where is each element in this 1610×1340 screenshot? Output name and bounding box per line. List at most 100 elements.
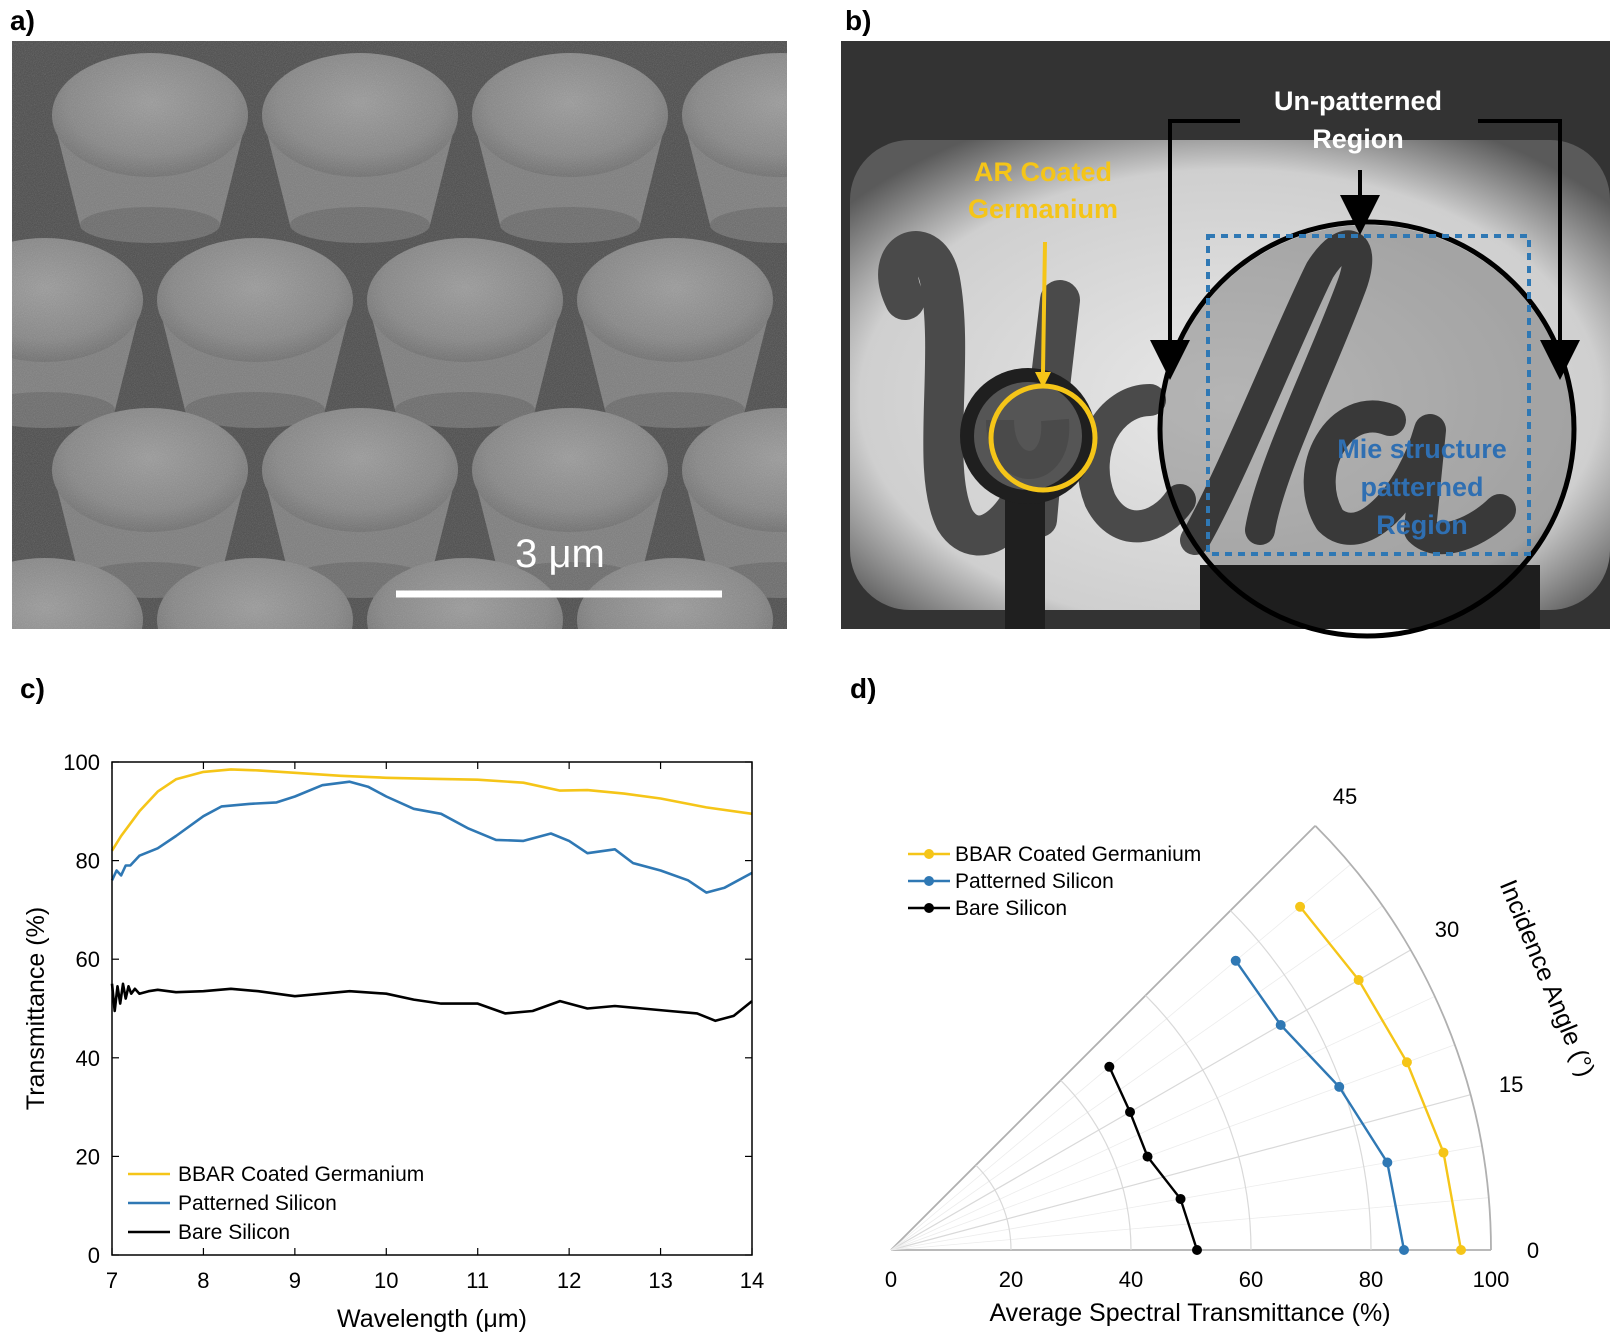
- chart-d-point: [1334, 1081, 1345, 1092]
- chart-d-angle-tick-label: 0: [1527, 1238, 1539, 1263]
- chart-d-r-tick-label: 40: [1119, 1267, 1143, 1292]
- arrow-ar: [1041, 241, 1047, 373]
- chart-d-minor-spoke: [890, 905, 1383, 1251]
- chart-d-point: [1230, 955, 1241, 966]
- chart-d-series-line: [1299, 906, 1463, 1251]
- chart-c-x-tick-label: 12: [557, 1268, 581, 1293]
- annotation-mie-line1: Mie structure: [1337, 434, 1507, 464]
- chart-c-x-tick-label: 11: [466, 1268, 489, 1293]
- chart-d-point: [1399, 1245, 1409, 1255]
- unpatterned-region-circle: [1157, 219, 1577, 639]
- panel-a-label: a): [10, 5, 35, 36]
- chart-d-point: [1192, 1245, 1202, 1255]
- chart-d-point: [1125, 1107, 1136, 1117]
- chart-c-plot-frame: [111, 761, 753, 1256]
- chart-d-r-tick-label: 60: [1239, 1267, 1263, 1292]
- chart-d-angle-tick-label: 45: [1333, 784, 1357, 809]
- chart-c-y-tick-label: 60: [76, 947, 100, 972]
- chart-d-angle-tick-label: 15: [1499, 1072, 1523, 1097]
- sem-pillar-foot: [0, 712, 115, 748]
- sem-noise-overlay: [12, 41, 787, 629]
- chart-d-point: [1275, 1020, 1286, 1030]
- chart-d-minor-spoke: [890, 1044, 1455, 1251]
- chart-c-series-line: [110, 982, 753, 1023]
- arrow-unpatterned-left: [1150, 119, 1240, 380]
- chart-d-point: [1142, 1151, 1153, 1162]
- chart-d-legend: BBAR Coated Germanium Patterned Silicon Ba…: [908, 843, 1201, 920]
- chart-c-legend: BBAR Coated Germanium Patterned Silicon Ba…: [128, 1163, 424, 1244]
- annotation-unpatterned-line1: Un-patterned: [1274, 86, 1442, 116]
- chart-c-x-tick-label: 10: [374, 1268, 398, 1293]
- chart-d-spoke: [890, 825, 1316, 1251]
- chart-c-y-tick-label: 80: [76, 849, 100, 874]
- chart-c-x-tick-label: 8: [197, 1268, 209, 1293]
- chart-c-series: [110, 768, 753, 1023]
- chart-c-x-tick-label: 13: [648, 1268, 672, 1293]
- arrow-unpatterned-right: [1478, 119, 1580, 380]
- chart-d-series-line: [1234, 960, 1406, 1251]
- chart-d-r-tick-label: 80: [1359, 1267, 1383, 1292]
- chart-d-arc: [1229, 910, 1372, 1251]
- chart-d-arc: [1145, 995, 1252, 1251]
- chart-c-y-tick-label: 20: [76, 1144, 100, 1169]
- chart-c-x-axis-label: Wavelength (μm): [337, 1305, 527, 1333]
- sem-pillar-base: [160, 630, 350, 730]
- chart-d-legend-label: Patterned Silicon: [955, 870, 1114, 893]
- chart-d-point: [1353, 975, 1364, 985]
- chart-d-legend-label: Bare Silicon: [955, 897, 1067, 920]
- chart-c-x-tick-label: 14: [740, 1268, 764, 1293]
- chart-c-x-tick-label: 9: [289, 1268, 301, 1293]
- sem-pillar-foot: [605, 712, 745, 748]
- chart-c-series-line: [110, 780, 753, 894]
- chart-d-grid: 0 20 40 60 80 100 0 15 30 45: [885, 784, 1539, 1292]
- panel-b-label: b): [845, 5, 871, 36]
- chart-d-arc: [1314, 825, 1492, 1251]
- chart-d-legend-marker: [924, 903, 934, 913]
- chart-d-point: [1382, 1157, 1393, 1168]
- scale-bar-label: 3 μm: [515, 532, 605, 576]
- chart-c-legend-label: Patterned Silicon: [178, 1192, 337, 1215]
- chart-d-point: [1438, 1147, 1449, 1158]
- chart-d-x-axis-label: Average Spectral Transmittance (%): [989, 1299, 1390, 1327]
- arrow-ar-head: [1035, 372, 1051, 388]
- mie-region-box: [1206, 234, 1531, 556]
- chart-d-spoke: [890, 1094, 1471, 1251]
- chart-d-r-tick-label: 100: [1473, 1267, 1510, 1292]
- chart-c-y-axis-label: Transmittance (%): [22, 907, 50, 1110]
- chart-d-arc: [975, 1164, 1012, 1251]
- chart-d-minor-spoke: [890, 864, 1351, 1251]
- chart-c-legend-label: BBAR Coated Germanium: [178, 1163, 424, 1186]
- sample-holder: [1200, 565, 1540, 629]
- chart-d-point: [1295, 901, 1306, 912]
- annotation-mie-line3: Region: [1376, 510, 1468, 540]
- mount-post: [1005, 500, 1045, 629]
- ge-window-logo-part: [986, 418, 1070, 479]
- chart-c-y-tick-label: 100: [63, 750, 100, 775]
- angle-polar-chart: 0 20 40 60 80 100 0 15 30 45 Average Spectral Tra…: [885, 784, 1600, 1327]
- ar-region-circle: [988, 383, 1098, 493]
- chart-d-r-tick-label: 0: [885, 1267, 897, 1292]
- sem-pillar-base: [370, 630, 560, 730]
- chart-c-y-tick-label: 40: [76, 1046, 100, 1071]
- chart-d-legend-marker: [924, 849, 934, 859]
- sem-pillar-foot: [395, 712, 535, 748]
- sem-image: [0, 41, 787, 748]
- chart-c-legend-label: Bare Silicon: [178, 1221, 290, 1244]
- sem-pillar-foot: [185, 712, 325, 748]
- transmittance-line-chart: 7 8 9 10 11 12 13 14 0 20 40 60 80 100 Wavelength (μm…: [22, 750, 764, 1333]
- chart-d-series: [1104, 901, 1466, 1255]
- panel-d-label: d): [850, 673, 876, 704]
- ir-image: [841, 41, 1610, 629]
- annotation-ar-line2: Germanium: [968, 194, 1118, 224]
- annotation-ar-line1: AR Coated: [974, 157, 1112, 187]
- sample-shadow: [1162, 225, 1572, 629]
- panel-c-label: c): [20, 673, 45, 704]
- chart-d-r-tick-label: 20: [999, 1267, 1023, 1292]
- annotation-unpatterned-line2: Region: [1312, 124, 1404, 154]
- chart-c-series-line: [110, 768, 753, 852]
- chart-d-arc: [1060, 1079, 1132, 1251]
- annotation-mie-line2: patterned: [1360, 472, 1483, 502]
- chart-d-minor-spoke: [890, 996, 1435, 1251]
- chart-d-point: [1401, 1057, 1412, 1068]
